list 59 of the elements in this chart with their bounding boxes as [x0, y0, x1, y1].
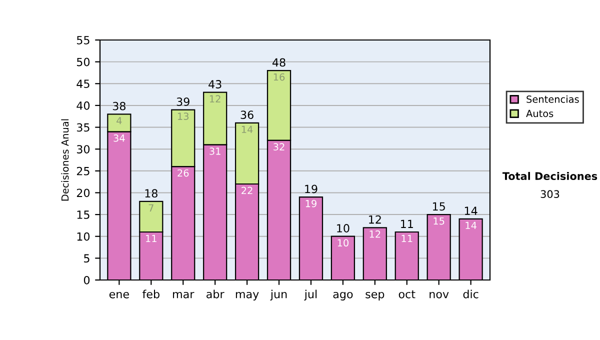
data-label: 22: [242, 186, 252, 194]
legend-label: Sentencias: [526, 95, 579, 103]
data-label: 12: [370, 230, 380, 238]
y-tick-label: 10: [77, 232, 90, 241]
data-label: 26: [178, 169, 189, 177]
x-tick-label: abr: [206, 290, 224, 298]
y-tick-label: 35: [76, 123, 90, 132]
data-label: 10: [338, 239, 348, 247]
y-tick-label: 20: [76, 188, 90, 198]
y-axis-title: Decisiones Anual: [61, 119, 69, 201]
total-label: 18: [145, 189, 158, 198]
data-label: 34: [114, 134, 125, 142]
data-label: 13: [178, 112, 189, 120]
y-tick-label: 15: [77, 210, 90, 219]
total-label: 43: [208, 80, 222, 88]
data-label: 11: [146, 234, 156, 242]
total-label: 48: [272, 58, 286, 67]
total-label: 11: [401, 220, 413, 228]
x-tick-label: jul: [304, 290, 317, 300]
text: 303: [540, 190, 560, 198]
total-label: 10: [337, 224, 350, 232]
y-tick-label: 45: [76, 80, 90, 88]
data-label: 32: [274, 143, 284, 151]
x-tick-label: jun: [270, 290, 287, 300]
y-tick-label: 55: [76, 36, 90, 44]
total-label: 19: [305, 184, 318, 194]
legend-label: Autos: [526, 110, 554, 118]
total-label: 38: [112, 102, 126, 110]
text: Total Decisiones: [502, 172, 598, 180]
x-tick-label: feb: [142, 290, 160, 298]
total-label: 39: [176, 98, 190, 106]
total-label: 14: [464, 206, 478, 215]
x-tick-label: nov: [430, 292, 449, 298]
total-label: 36: [240, 110, 254, 120]
data-label: 31: [210, 148, 220, 155]
x-tick-label: sep: [366, 292, 384, 300]
data-label: 11: [402, 234, 412, 242]
y-tick-label: 50: [76, 58, 90, 66]
y-tick-label: 30: [76, 145, 90, 154]
data-label: 7: [148, 204, 154, 212]
data-label: 19: [306, 200, 316, 208]
data-label: 12: [210, 95, 220, 102]
data-label: 16: [274, 73, 285, 81]
x-tick-label: mar: [173, 292, 194, 298]
x-tick-label: may: [236, 292, 259, 300]
y-tick-label: 40: [76, 101, 90, 110]
total-label: 12: [369, 215, 381, 224]
data-label: 14: [466, 222, 476, 229]
data-label: 15: [434, 217, 444, 225]
total-label: 15: [433, 202, 445, 211]
y-tick-label: 5: [84, 254, 90, 263]
data-label: 4: [116, 117, 122, 124]
data-label: 14: [242, 126, 253, 133]
x-tick-label: ago: [333, 292, 353, 300]
x-tick-label: dic: [463, 290, 478, 298]
y-tick-label: 25: [76, 166, 90, 176]
y-tick-label: 0: [84, 276, 90, 284]
x-tick-label: oct: [398, 290, 416, 298]
x-tick-label: ene: [109, 292, 129, 298]
